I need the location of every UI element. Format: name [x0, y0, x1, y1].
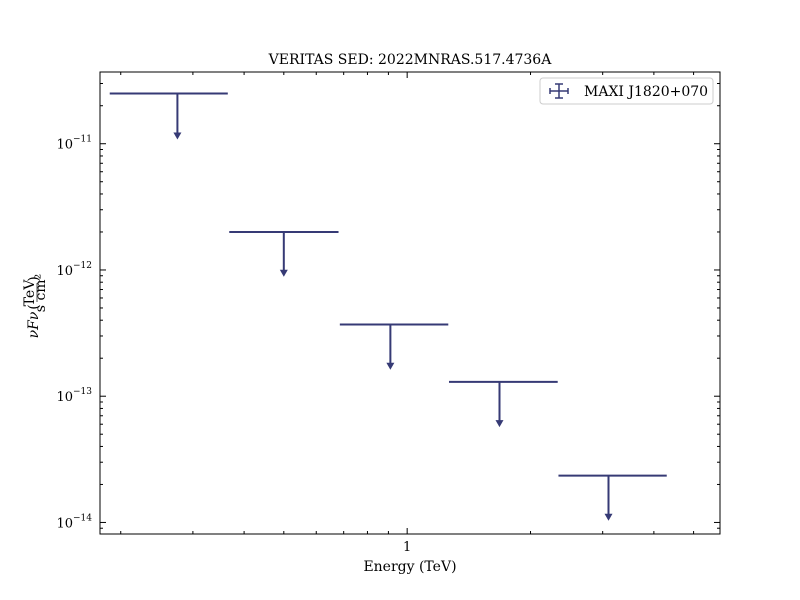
plot-area	[109, 92, 667, 521]
upper-limit-point-4	[558, 474, 667, 521]
legend-label: MAXI J1820+070	[584, 84, 708, 100]
upper-limit-arrow-icon	[279, 269, 288, 277]
y-tick-label-3: 10−11	[56, 135, 92, 153]
upper-limit-arrow-icon	[173, 132, 182, 140]
y-tick-label-2: 10−12	[56, 261, 92, 279]
upper-limit-point-0	[109, 92, 228, 140]
y-axis-label-main: νFν	[26, 311, 42, 338]
upper-limit-arrow-icon	[386, 362, 395, 370]
upper-limit-arrow-icon	[495, 420, 504, 428]
upper-limit-point-2	[339, 323, 449, 370]
upper-limit-point-1	[229, 230, 339, 277]
upper-limit-arrow-icon	[604, 513, 613, 521]
legend-marker-icon	[549, 83, 569, 99]
y-axis-label-unit-den: s cm²	[33, 274, 49, 312]
legend: MAXI J1820+070	[539, 77, 714, 105]
x-axis-ticks: 1	[120, 72, 695, 555]
y-axis-label-paren-close: )	[26, 276, 42, 281]
x-tick-label-0: 1	[403, 540, 411, 555]
plot-frame	[99, 71, 721, 535]
y-axis-ticks: 10−14 10−13 10−12 10−11	[56, 82, 720, 531]
chart-title: VERITAS SED: 2022MNRAS.517.4736A	[268, 52, 553, 68]
x-axis-label: Energy (TeV)	[363, 559, 456, 575]
y-axis-label-unit-num: TeV	[22, 279, 38, 307]
upper-limit-point-3	[448, 380, 558, 428]
y-tick-label-0: 10−14	[56, 513, 92, 531]
legend-box	[539, 77, 714, 105]
y-axis-label-paren-open: (	[26, 304, 42, 309]
y-axis-label: νFν ( TeV s cm² )	[22, 274, 49, 339]
y-tick-label-1: 10−13	[56, 387, 92, 405]
